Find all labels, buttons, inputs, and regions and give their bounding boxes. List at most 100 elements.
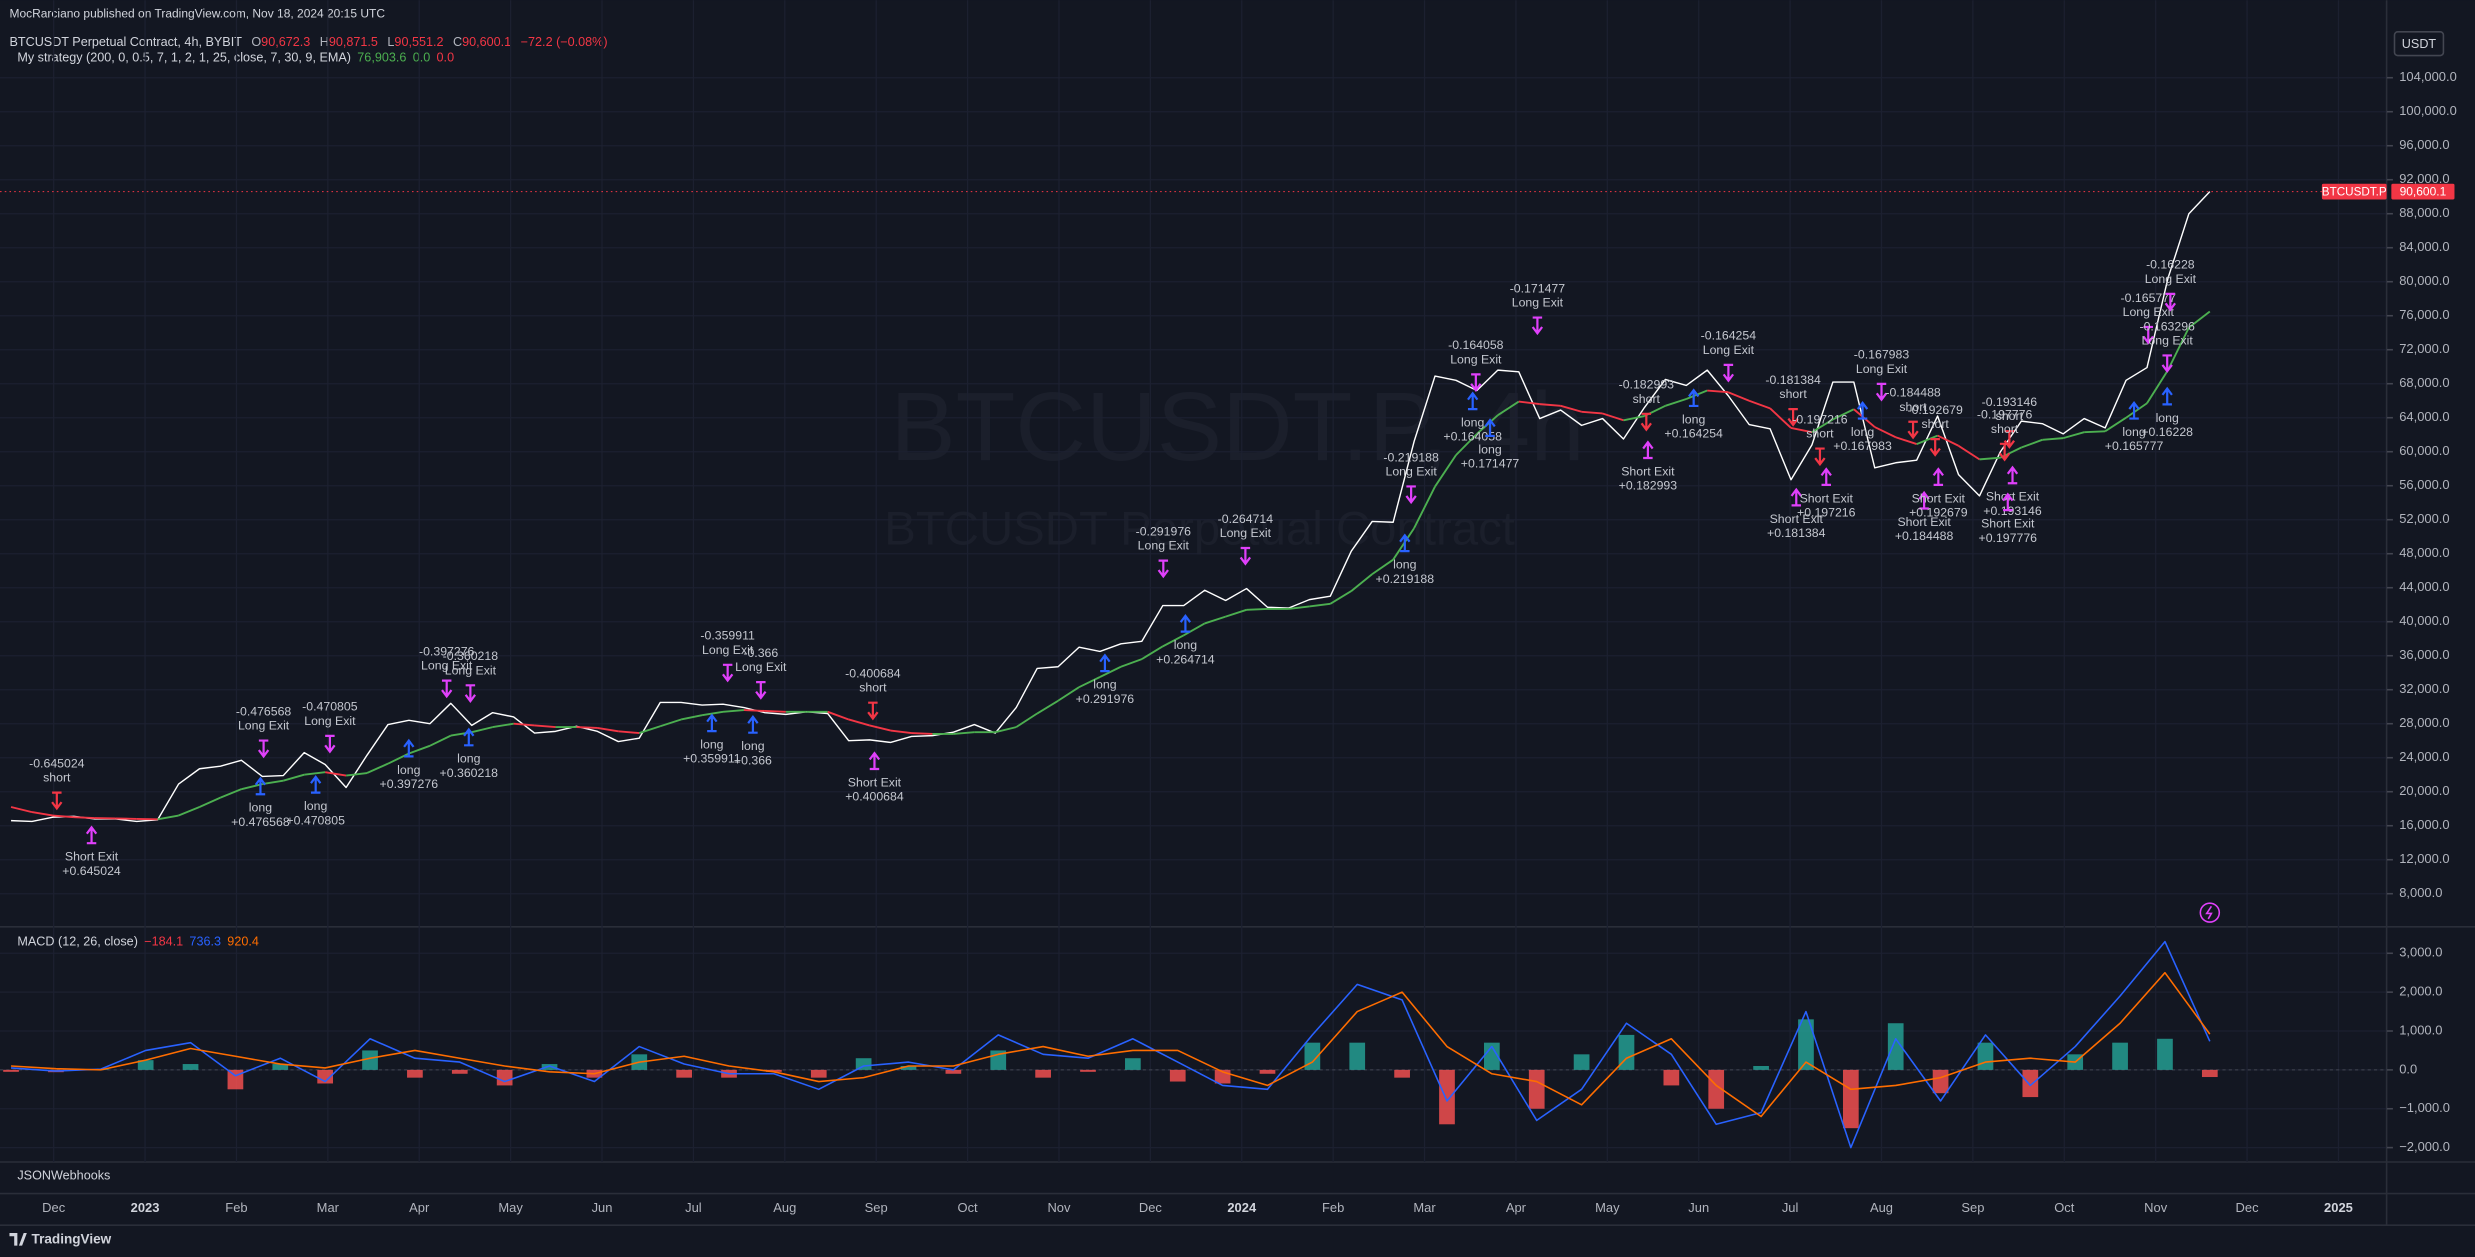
signal-label: -0.197776 [1977,408,2033,422]
signal-arrow [1179,614,1192,633]
signal-arrow [1470,373,1482,392]
signal-label: Long Exit [702,643,754,657]
y-tick-label: 36,000.0 [2399,647,2449,662]
brand-logo[interactable] [9,1233,27,1246]
signal-label: long [1478,442,1501,456]
ema-segment [2042,437,2064,441]
ema-segment [408,744,431,755]
brand-name[interactable]: TradingView [32,1232,112,1247]
y-tick-label: 12,000.0 [2399,851,2449,866]
ema-segment [492,722,514,729]
ema-segment [325,771,347,777]
ema-segment [1560,404,1582,413]
signal-label: -0.645024 [29,756,85,770]
y-tick-label: 40,000.0 [2399,613,2449,628]
signal-label: Long Exit [2123,305,2175,319]
signal-arrow [2006,465,2019,485]
histogram-bar [1349,1042,1366,1070]
y-tick-label: 3,000.0 [2399,945,2442,960]
signal-label: Short Exit [1897,515,1951,529]
signal-arrow [464,684,476,703]
y-tick-label: −1,000.0 [2399,1100,2450,1115]
time-tick-label: Nov [1047,1200,1071,1215]
signal-label: +0.182993 [1619,479,1678,493]
time-tick-label: Oct [958,1200,979,1215]
y-tick-label: 56,000.0 [2399,477,2449,492]
signal-label: short [1899,400,1927,414]
ohlc-key: C [453,35,462,49]
signal-arrow [1157,559,1169,579]
ema-segment [659,718,682,728]
signal-arrow [755,681,767,700]
y-tick-label: 96,000.0 [2399,137,2449,152]
signal-arrow [1999,442,2011,462]
histogram-bar [407,1069,423,1078]
histogram-bar [182,1064,199,1070]
signal-label: -0.184488 [1885,386,1941,400]
signal-arrow [324,734,336,754]
alert-icon[interactable] [2199,902,2221,923]
time-tick-label: Sep [865,1200,888,1215]
currency-button[interactable] [2393,31,2445,57]
signal-label: +0.164058 [1443,430,1502,444]
ema-segment [1979,456,2001,461]
histogram-bar [810,1069,827,1078]
ema-segment [1707,389,1729,394]
ema-segment [513,722,535,727]
signal-label: +0.470805 [286,813,345,827]
time-tick-label: Sep [1961,1200,1984,1215]
histogram-bar [1528,1069,1545,1109]
signal-label: -0.291976 [1136,524,1192,538]
histogram-bar [541,1064,558,1070]
ema-segment [1141,645,1164,660]
publisher-line: MocRarciano published on TradingView.com… [9,7,385,21]
ema-segment [2167,327,2190,371]
indicator-name: JSONWebhooks [17,1169,110,1183]
alert-circle[interactable] [2199,902,2221,923]
signal-label: -0.182993 [1619,378,1675,392]
ema-segment [1874,426,1897,439]
ema-segment [2021,438,2043,449]
signal-label: +0.167983 [1833,439,1892,453]
ema-segment [1225,608,1247,618]
signal-label: long [397,763,420,777]
currency-label[interactable]: USDT [2402,37,2437,51]
ema-segment [1539,403,1561,407]
signal-label: -0.264714 [1218,512,1274,526]
histogram-bar [2157,1038,2173,1070]
signal-arrow [1875,382,1888,402]
signal-label: -0.167983 [1854,348,1910,362]
ema-segment [1057,686,1080,702]
macd-legend-value: −184.1 [144,935,183,949]
signal-label: -0.165777 [2121,291,2177,305]
ema-segment [1350,573,1373,592]
alert-bolt[interactable] [2205,905,2213,920]
ema-segment [1392,527,1415,561]
signal-label: Long Exit [2145,272,2197,286]
y-tick-label: 88,000.0 [2399,205,2449,220]
signal-arrow [1820,467,1832,486]
logo-mark[interactable] [9,1233,27,1246]
time-tick-label: Dec [1139,1200,1163,1215]
time-tick-label: Mar [317,1200,340,1215]
signal-arrow [1929,437,1941,457]
ema-segment [1015,712,1038,728]
signal-label: long [1174,638,1197,652]
histogram-bar [1932,1069,1949,1094]
ema-segment [157,814,179,821]
ema-segment [1309,602,1331,608]
ema-segment [1602,412,1624,422]
strategy-value: 76,903.6 [357,51,406,65]
signal-label: long [1093,678,1116,692]
histogram-bar [1573,1054,1590,1070]
signal-label: +0.184488 [1895,529,1954,543]
ema-segment [1288,605,1310,610]
signal-label: +0.360218 [440,766,499,780]
signal-label: -0.476568 [236,704,292,718]
y-tick-label: 20,000.0 [2399,783,2449,798]
ema-segment [1581,410,1603,415]
signal-arrow [1814,447,1826,467]
signal-label: +0.197776 [1979,531,2038,545]
signal-label: -0.181384 [1765,373,1821,387]
histogram-bar [855,1058,872,1070]
